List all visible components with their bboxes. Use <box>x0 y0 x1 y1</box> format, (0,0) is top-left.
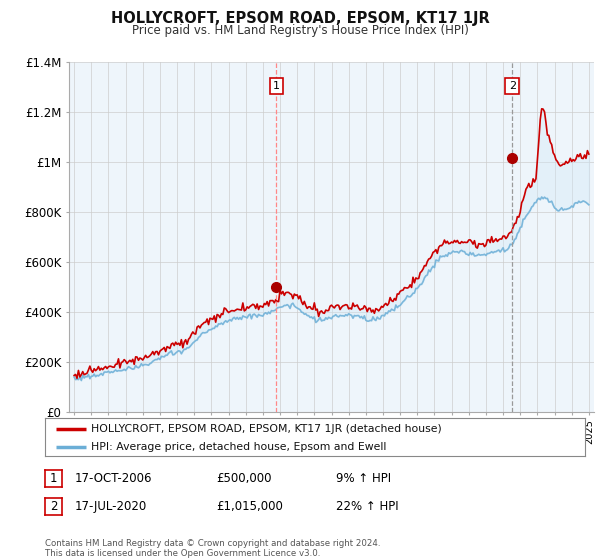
Text: £500,000: £500,000 <box>216 472 271 486</box>
Text: HOLLYCROFT, EPSOM ROAD, EPSOM, KT17 1JR: HOLLYCROFT, EPSOM ROAD, EPSOM, KT17 1JR <box>110 11 490 26</box>
Text: HPI: Average price, detached house, Epsom and Ewell: HPI: Average price, detached house, Epso… <box>91 442 386 452</box>
Text: Price paid vs. HM Land Registry's House Price Index (HPI): Price paid vs. HM Land Registry's House … <box>131 24 469 36</box>
Text: HOLLYCROFT, EPSOM ROAD, EPSOM, KT17 1JR (detached house): HOLLYCROFT, EPSOM ROAD, EPSOM, KT17 1JR … <box>91 424 442 434</box>
Text: £1,015,000: £1,015,000 <box>216 500 283 514</box>
Text: 1: 1 <box>50 472 57 486</box>
Text: 1: 1 <box>273 81 280 91</box>
Text: 22% ↑ HPI: 22% ↑ HPI <box>336 500 398 514</box>
Text: 17-OCT-2006: 17-OCT-2006 <box>75 472 152 486</box>
Text: 17-JUL-2020: 17-JUL-2020 <box>75 500 147 514</box>
Text: 9% ↑ HPI: 9% ↑ HPI <box>336 472 391 486</box>
Text: Contains HM Land Registry data © Crown copyright and database right 2024.
This d: Contains HM Land Registry data © Crown c… <box>45 539 380 558</box>
Text: 2: 2 <box>50 500 57 514</box>
Text: 2: 2 <box>509 81 516 91</box>
